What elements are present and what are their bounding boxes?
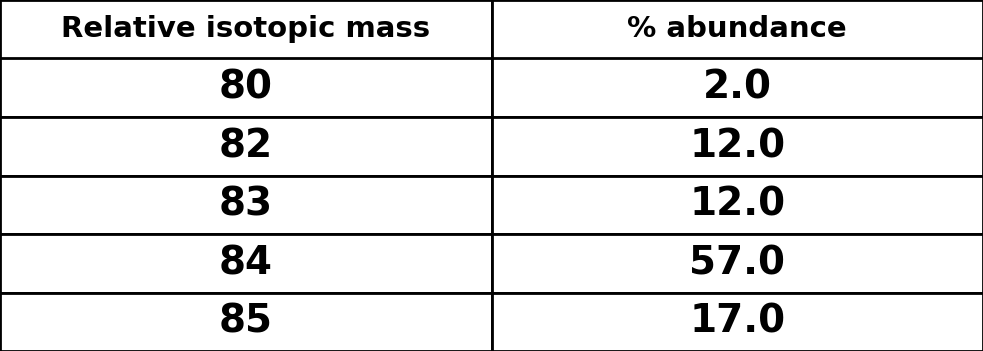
Bar <box>492 59 983 117</box>
Text: 12.0: 12.0 <box>689 186 785 224</box>
Bar <box>0 59 492 117</box>
Bar <box>0 0 492 59</box>
Text: 2.0: 2.0 <box>703 69 772 107</box>
Bar <box>492 117 983 176</box>
Text: 12.0: 12.0 <box>689 127 785 165</box>
Bar <box>492 234 983 292</box>
Text: 17.0: 17.0 <box>689 303 785 341</box>
Text: Relative isotopic mass: Relative isotopic mass <box>61 15 431 43</box>
Bar <box>0 117 492 176</box>
Bar <box>0 292 492 351</box>
Text: 83: 83 <box>218 186 273 224</box>
Text: 80: 80 <box>219 69 272 107</box>
Bar <box>492 292 983 351</box>
Text: 85: 85 <box>219 303 272 341</box>
Bar <box>492 176 983 234</box>
Bar <box>0 176 492 234</box>
Bar <box>0 234 492 292</box>
Bar <box>492 0 983 59</box>
Text: 82: 82 <box>218 127 273 165</box>
Text: % abundance: % abundance <box>627 15 847 43</box>
Text: 84: 84 <box>219 244 272 282</box>
Text: 57.0: 57.0 <box>689 244 785 282</box>
